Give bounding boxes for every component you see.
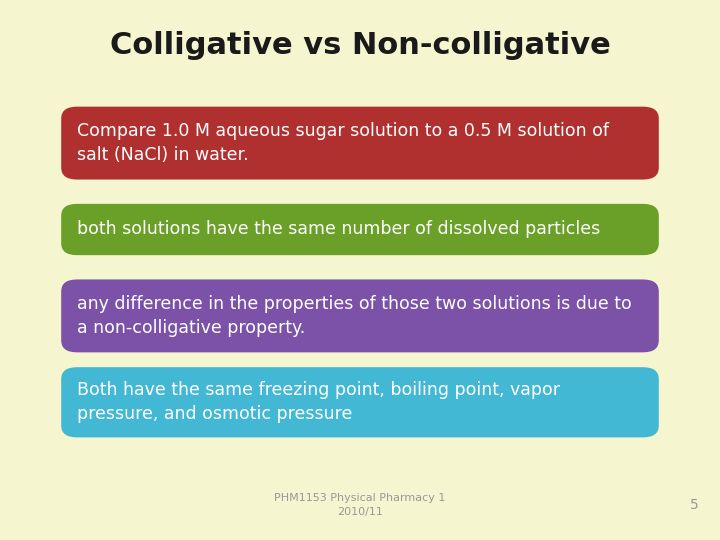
FancyBboxPatch shape [61, 204, 659, 255]
Text: Colligative vs Non-colligative: Colligative vs Non-colligative [109, 31, 611, 60]
FancyBboxPatch shape [61, 280, 659, 353]
Text: Compare 1.0 M aqueous sugar solution to a 0.5 M solution of
salt (NaCl) in water: Compare 1.0 M aqueous sugar solution to … [77, 122, 609, 164]
Text: 5: 5 [690, 498, 698, 512]
Text: both solutions have the same number of dissolved particles: both solutions have the same number of d… [77, 220, 600, 239]
Text: Both have the same freezing point, boiling point, vapor
pressure, and osmotic pr: Both have the same freezing point, boili… [77, 381, 560, 423]
Text: any difference in the properties of those two solutions is due to
a non-colligat: any difference in the properties of thos… [77, 295, 631, 337]
FancyBboxPatch shape [61, 367, 659, 437]
Text: PHM1153 Physical Pharmacy 1
2010/11: PHM1153 Physical Pharmacy 1 2010/11 [274, 494, 446, 516]
FancyBboxPatch shape [61, 106, 659, 179]
